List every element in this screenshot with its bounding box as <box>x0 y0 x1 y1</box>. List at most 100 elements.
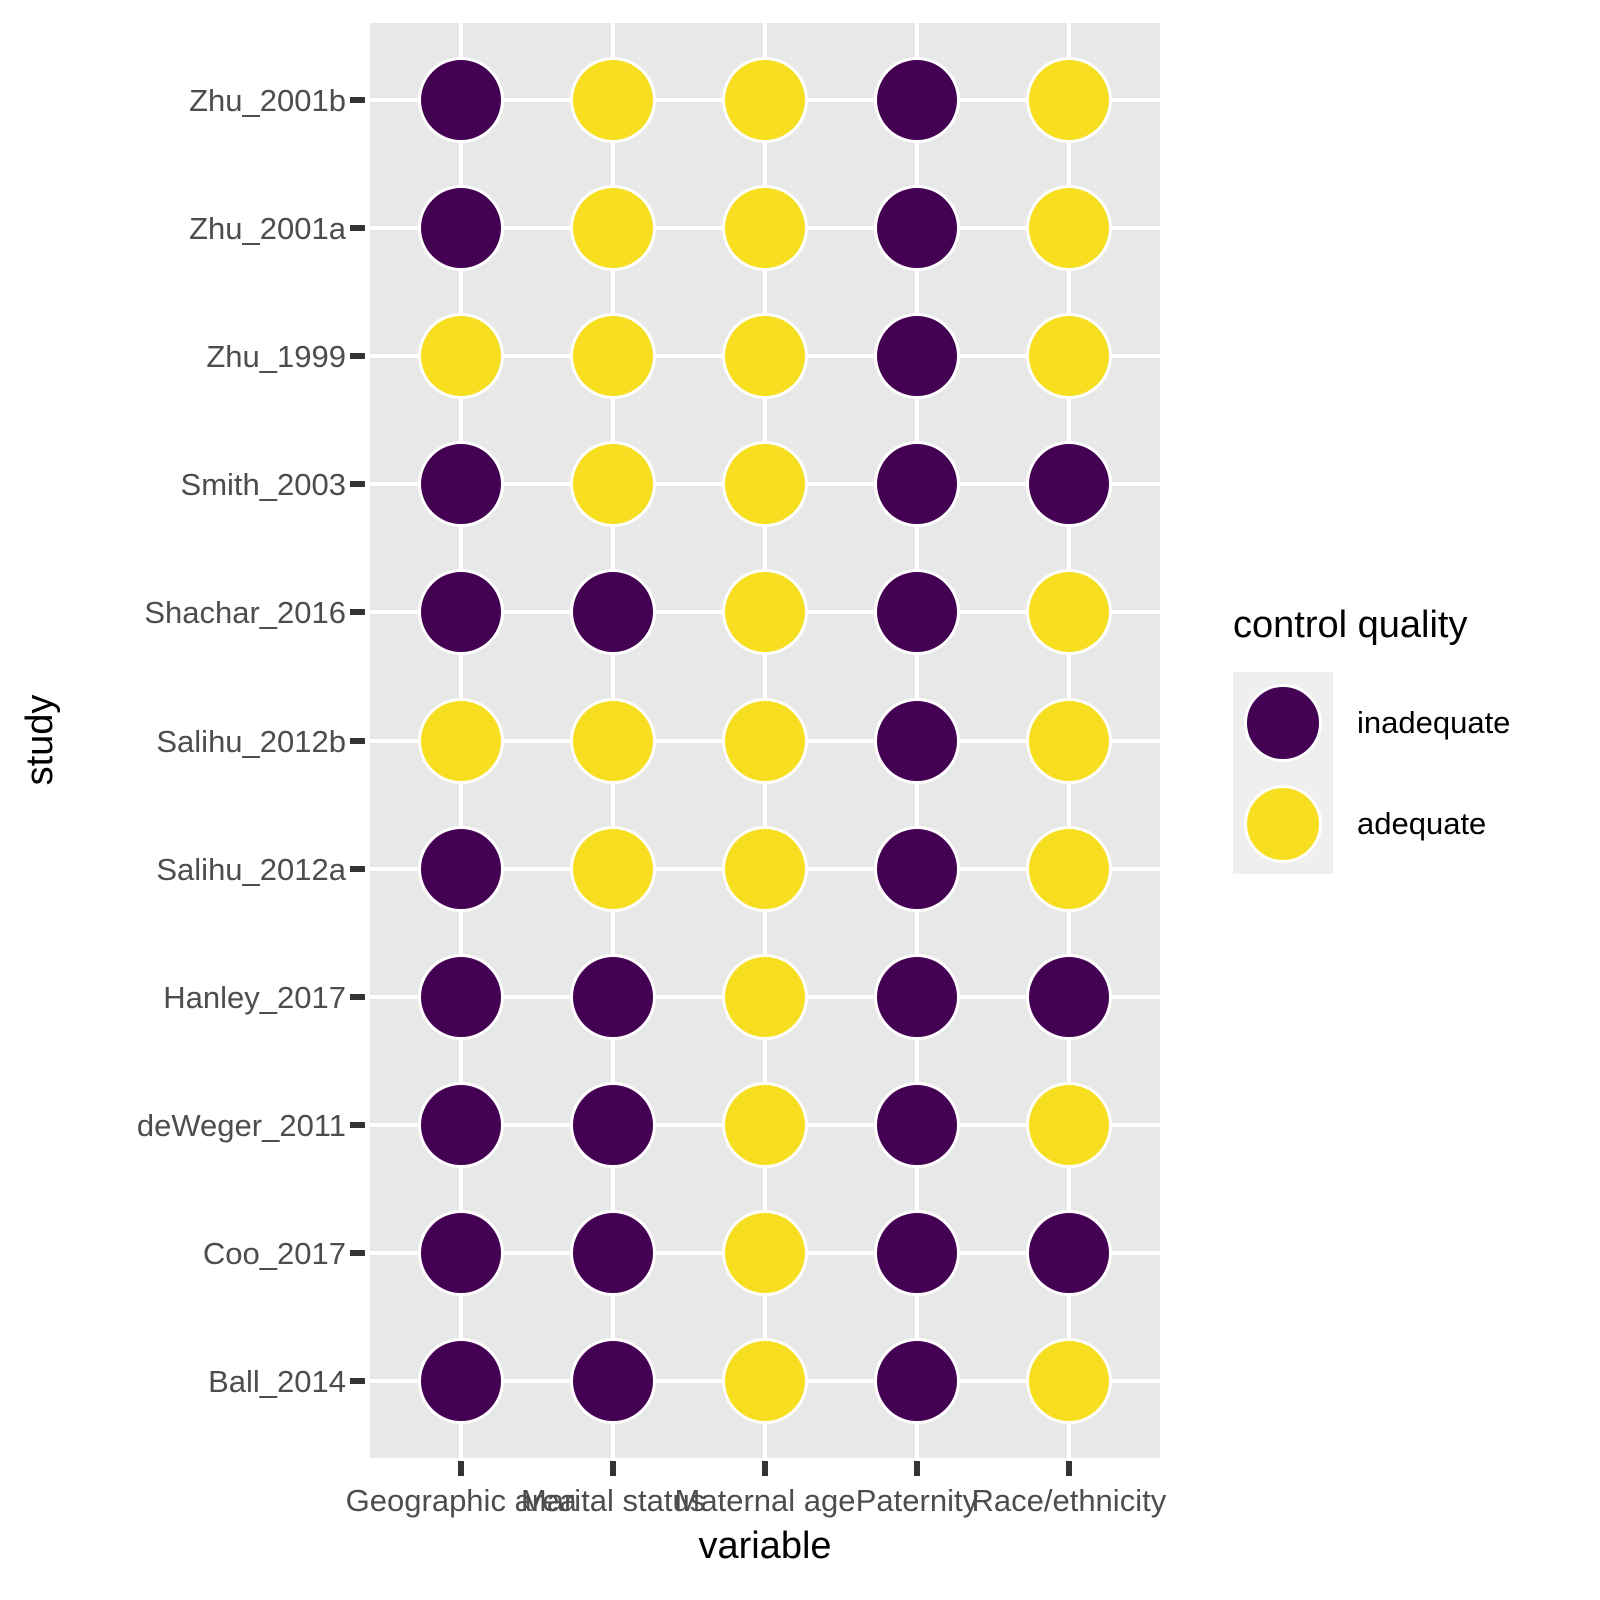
y-axis-tick-label: Salihu_2012a <box>156 851 346 887</box>
y-axis-tick <box>350 993 365 1000</box>
data-point <box>873 1081 960 1168</box>
data-point <box>873 1338 960 1425</box>
data-point <box>418 825 505 912</box>
data-point <box>418 569 505 656</box>
data-point <box>873 697 960 784</box>
data-point <box>1025 56 1112 143</box>
legend-label: adequate <box>1357 805 1487 841</box>
data-point <box>873 185 960 271</box>
legend-key <box>1233 773 1333 874</box>
data-point <box>1025 1338 1112 1425</box>
y-axis-tick-label: Hanley_2017 <box>163 979 346 1015</box>
data-point <box>418 697 505 784</box>
data-point <box>570 697 657 784</box>
legend-entry: inadequate <box>1233 672 1510 773</box>
x-axis-tick <box>1065 1461 1072 1476</box>
y-axis-tick <box>350 481 365 488</box>
data-point <box>418 56 505 143</box>
data-point <box>873 569 960 656</box>
data-point <box>418 185 505 271</box>
data-point <box>1025 825 1112 912</box>
data-point <box>1025 1081 1112 1168</box>
data-point <box>570 185 657 271</box>
y-axis-tick-label: Smith_2003 <box>180 467 346 503</box>
legend: control quality inadequate adequate <box>1233 602 1510 874</box>
legend-keys: inadequate adequate <box>1233 672 1510 874</box>
data-point <box>873 1210 960 1296</box>
y-axis-tick <box>350 353 365 360</box>
data-point <box>570 441 657 528</box>
data-point <box>570 953 657 1040</box>
y-axis-tick-label: Salihu_2012b <box>156 723 346 759</box>
data-point <box>873 313 960 400</box>
x-axis-title: variable <box>698 1525 832 1567</box>
data-point <box>1025 697 1112 784</box>
y-axis-tick <box>350 96 365 103</box>
y-axis-tick-label: Zhu_2001a <box>189 211 346 246</box>
data-point <box>570 1081 657 1168</box>
data-point <box>570 1210 657 1296</box>
y-axis-tick <box>350 737 365 744</box>
data-point <box>722 1210 808 1296</box>
legend-key <box>1233 672 1333 773</box>
data-point <box>418 441 505 528</box>
data-point <box>722 569 808 656</box>
data-point <box>873 825 960 912</box>
data-point <box>1025 1210 1112 1296</box>
y-axis-tick-label: deWeger_2011 <box>136 1107 346 1143</box>
x-axis-tick-label: Paternity <box>855 1483 979 1518</box>
data-point <box>722 825 808 912</box>
data-point <box>570 56 657 143</box>
x-axis-tick <box>458 1461 465 1476</box>
y-axis-tick <box>350 1121 365 1128</box>
data-point <box>722 1338 808 1425</box>
data-point <box>1025 185 1112 271</box>
legend-entry: adequate <box>1233 773 1510 874</box>
x-axis-tick <box>913 1461 920 1476</box>
y-axis-tick <box>350 865 365 872</box>
y-axis-tick <box>350 609 365 616</box>
data-point <box>418 953 505 1040</box>
x-axis-tick-label: Marital status <box>520 1483 706 1518</box>
legend-key-circle <box>1244 784 1322 863</box>
data-point <box>722 185 808 271</box>
y-axis-tick <box>350 225 365 231</box>
x-axis-tick <box>762 1461 768 1476</box>
data-point <box>570 569 657 656</box>
data-point <box>722 953 808 1040</box>
y-axis-tick-label: Shachar_2016 <box>144 595 346 631</box>
data-point <box>570 1338 657 1425</box>
y-axis-tick <box>350 1250 365 1256</box>
y-axis-tick <box>350 1378 365 1385</box>
x-axis-tick <box>610 1461 617 1476</box>
x-axis-tick-label: Geographic area <box>345 1483 577 1518</box>
data-point <box>1025 569 1112 656</box>
data-point <box>873 56 960 143</box>
legend-title: control quality <box>1233 604 1468 646</box>
y-axis-tick-label: Zhu_2001b <box>189 82 346 118</box>
data-point <box>722 441 808 528</box>
x-axis-tick-label: Race/ethnicity <box>971 1483 1167 1518</box>
y-axis-tick-label: Ball_2014 <box>208 1364 346 1400</box>
data-point <box>570 825 657 912</box>
data-point <box>418 1338 505 1425</box>
y-axis-tick-label: Zhu_1999 <box>206 339 346 375</box>
data-point <box>418 1210 505 1296</box>
data-point <box>1025 441 1112 528</box>
data-point <box>570 313 657 400</box>
data-point <box>1025 313 1112 400</box>
data-point <box>873 441 960 528</box>
data-point <box>722 697 808 784</box>
x-axis-tick-label: Maternal age <box>674 1483 856 1518</box>
data-point <box>418 1081 505 1168</box>
y-axis-tick-label: Coo_2017 <box>202 1236 346 1271</box>
plot-panel <box>370 23 1160 1458</box>
data-point <box>722 1081 808 1168</box>
legend-label: inadequate <box>1357 704 1511 740</box>
data-point <box>722 56 808 143</box>
data-point <box>418 313 505 400</box>
legend-key-circle <box>1244 683 1322 762</box>
data-point <box>1025 953 1112 1040</box>
data-point <box>722 313 808 400</box>
